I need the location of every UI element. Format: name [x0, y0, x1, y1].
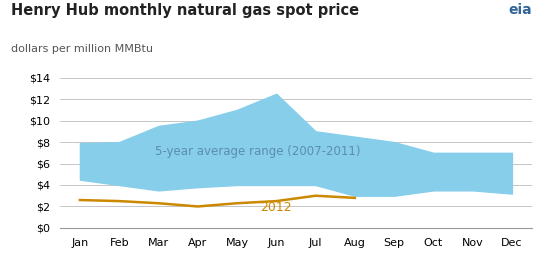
Text: 5-year average range (2007-2011): 5-year average range (2007-2011) [155, 145, 360, 158]
Text: 2012: 2012 [260, 201, 292, 214]
Text: dollars per million MMBtu: dollars per million MMBtu [11, 44, 153, 54]
Text: Henry Hub monthly natural gas spot price: Henry Hub monthly natural gas spot price [11, 3, 359, 18]
Text: eia: eia [508, 3, 532, 17]
